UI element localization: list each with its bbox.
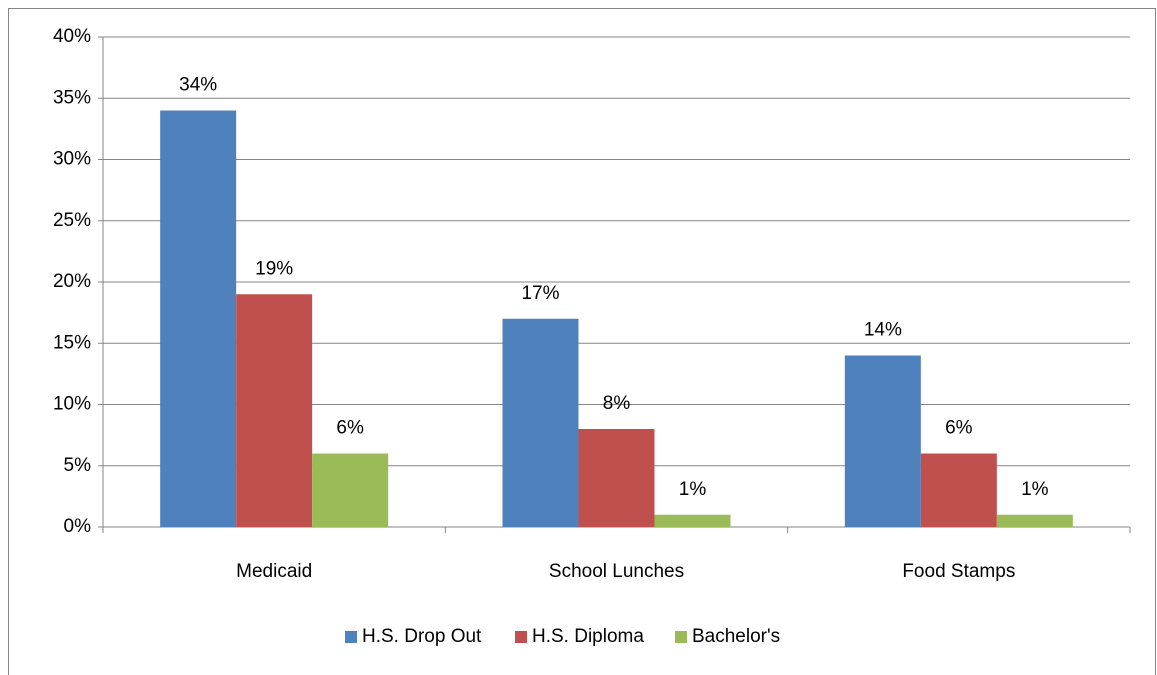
bar	[160, 110, 237, 527]
bar	[844, 355, 921, 527]
legend-swatch	[515, 631, 527, 643]
x-tick-label: Medicaid	[236, 561, 312, 582]
legend-swatch	[675, 631, 687, 643]
bar	[920, 453, 997, 527]
legend-label: H.S. Drop Out	[362, 626, 482, 647]
bar	[236, 294, 313, 527]
bar	[654, 514, 731, 527]
legend-label: H.S. Diploma	[532, 626, 644, 647]
data-label: 1%	[679, 479, 707, 500]
data-label: 34%	[179, 75, 217, 96]
y-tick-label: 0%	[64, 516, 92, 537]
bar	[996, 514, 1073, 527]
y-tick-label: 10%	[53, 394, 91, 415]
bar	[578, 429, 655, 527]
data-label: 8%	[603, 393, 631, 414]
data-label: 6%	[336, 418, 364, 439]
bar	[312, 453, 389, 527]
data-label: 1%	[1021, 479, 1049, 500]
y-tick-label: 5%	[64, 455, 92, 476]
data-label: 17%	[521, 283, 559, 304]
y-tick-label: 30%	[53, 149, 91, 170]
y-tick-label: 20%	[53, 271, 91, 292]
legend-swatch	[345, 631, 357, 643]
data-label: 14%	[864, 320, 902, 341]
y-tick-label: 15%	[53, 332, 91, 353]
y-tick-label: 25%	[53, 210, 91, 231]
y-tick-label: 40%	[53, 26, 91, 47]
data-label: 19%	[255, 258, 293, 279]
x-tick-label: Food Stamps	[902, 561, 1015, 582]
x-tick-label: School Lunches	[549, 561, 684, 582]
legend-label: Bachelor's	[692, 626, 780, 647]
data-label: 6%	[945, 418, 973, 439]
bar	[502, 318, 579, 527]
y-tick-label: 35%	[53, 87, 91, 108]
